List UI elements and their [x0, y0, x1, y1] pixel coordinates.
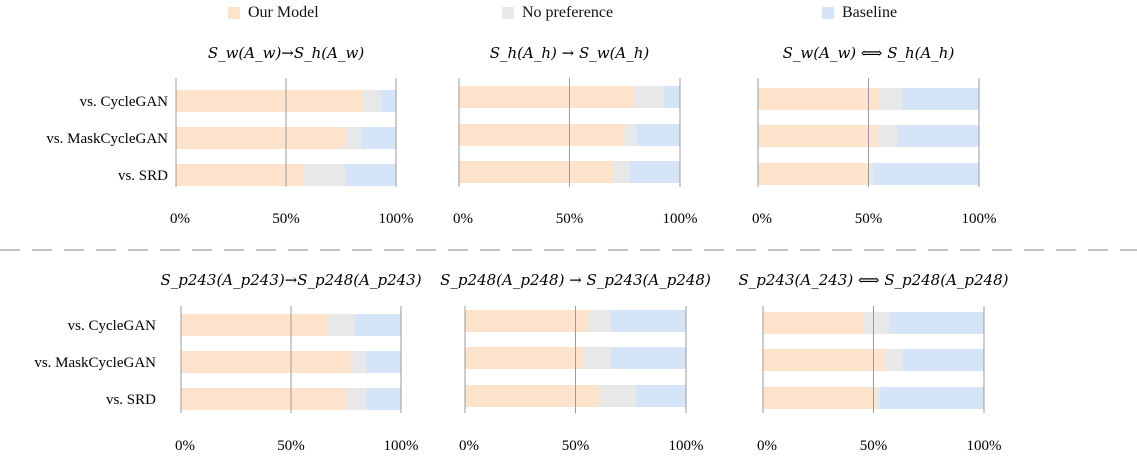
xtick-label-1-2: 50% [272, 211, 300, 227]
bar-baseline-6-1 [888, 312, 984, 334]
legend-swatch-our-model [228, 7, 240, 19]
bar-baseline-3-1 [901, 88, 979, 110]
bar-baseline-6-3 [880, 387, 984, 409]
category-label-1-3: vs. SRD [118, 168, 168, 184]
bar-ours-1-1 [176, 90, 363, 112]
bar-ours-2-2 [459, 124, 625, 146]
bar-ours-6-1 [763, 312, 865, 334]
xtick-label-2-1: 0% [453, 211, 473, 227]
bar-ours-1-2 [176, 127, 346, 149]
xtick-label-5-2: 50% [562, 438, 590, 454]
bar-ours-5-1 [465, 310, 589, 332]
legend-item-no-preference: No preference [502, 4, 613, 22]
legend-label-our-model: Our Model [248, 4, 319, 21]
bar-nopref-3-3 [868, 163, 873, 185]
xtick-label-2-3: 100% [663, 211, 698, 227]
bar-nopref-4-2 [350, 351, 366, 373]
chart-title-3: S_w(A_w) ⟺ S_h(A_h) [783, 44, 955, 62]
bar-baseline-5-3 [635, 385, 686, 407]
bar-nopref-1-3 [303, 164, 346, 186]
bar-baseline-2-1 [664, 86, 680, 108]
chart-title-1: S_w(A_w)→S_h(A_w) [208, 44, 365, 62]
bar-ours-2-1 [459, 86, 634, 108]
category-label-4-2: vs. MaskCycleGAN [34, 355, 156, 371]
category-label-1-2: vs. MaskCycleGAN [46, 131, 168, 147]
bar-nopref-1-2 [345, 127, 361, 149]
bar-nopref-2-1 [633, 86, 665, 108]
bar-ours-5-3 [465, 385, 600, 407]
bar-ours-4-3 [181, 388, 346, 410]
chart-title-2: S_h(A_h) → S_w(A_h) [490, 44, 650, 62]
bar-nopref-5-2 [584, 347, 611, 369]
bar-nopref-1-1 [363, 90, 381, 112]
xtick-label-4-1: 0% [175, 438, 195, 454]
bar-baseline-1-3 [345, 164, 396, 186]
bar-ours-6-3 [763, 387, 876, 409]
bar-nopref-2-2 [624, 124, 636, 146]
xtick-label-6-2: 50% [860, 438, 888, 454]
bar-nopref-6-3 [875, 387, 881, 409]
xtick-label-1-1: 0% [170, 211, 190, 227]
xtick-label-5-3: 100% [669, 438, 704, 454]
bar-nopref-5-3 [599, 385, 636, 407]
bar-ours-4-1 [181, 314, 329, 336]
legend-swatch-no-preference [502, 7, 514, 19]
xtick-label-4-2: 50% [277, 438, 305, 454]
bar-ours-4-2 [181, 351, 351, 373]
xtick-label-4-3: 100% [384, 438, 419, 454]
bar-ours-6-2 [763, 349, 885, 371]
bar-nopref-4-1 [328, 314, 355, 336]
xtick-label-1-3: 100% [379, 211, 414, 227]
bar-ours-5-2 [465, 347, 585, 369]
bar-baseline-1-2 [360, 127, 396, 149]
category-label-1-1: vs. CycleGAN [80, 94, 168, 110]
bar-ours-3-1 [758, 88, 880, 110]
bar-nopref-2-3 [613, 161, 630, 183]
bar-baseline-3-2 [897, 125, 979, 147]
bar-ours-2-3 [459, 161, 614, 183]
legend-label-no-preference: No preference [522, 4, 614, 21]
legend-label-baseline: Baseline [842, 4, 898, 21]
bar-baseline-4-2 [365, 351, 401, 373]
bar-baseline-2-2 [635, 124, 680, 146]
chart-title-6: S_p243(A_243) ⟺ S_p248(A_p248) [739, 271, 1009, 289]
bar-ours-1-3 [176, 164, 304, 186]
bar-nopref-4-3 [346, 388, 366, 410]
xtick-label-5-1: 0% [459, 438, 479, 454]
chart-title-4: S_p243(A_p243)→S_p248(A_p243) [160, 271, 421, 289]
bar-nopref-3-2 [877, 125, 898, 147]
bar-ours-3-3 [758, 163, 869, 185]
bar-baseline-5-2 [610, 347, 686, 369]
bar-baseline-5-1 [610, 310, 686, 332]
xtick-label-3-3: 100% [962, 211, 997, 227]
bar-nopref-6-1 [864, 312, 889, 334]
xtick-label-3-2: 50% [855, 211, 883, 227]
bar-nopref-5-1 [588, 310, 611, 332]
legend-item-our-model: Our Model [228, 4, 319, 22]
category-label-4-3: vs. SRD [106, 392, 156, 408]
bar-baseline-1-1 [380, 90, 396, 112]
bar-baseline-4-3 [365, 388, 401, 410]
bar-baseline-2-3 [629, 161, 680, 183]
chart-title-5: S_p248(A_p248) → S_p243(A_p248) [440, 271, 711, 289]
bar-nopref-6-2 [884, 349, 903, 371]
bar-baseline-6-2 [902, 349, 984, 371]
category-label-4-1: vs. CycleGAN [68, 318, 156, 334]
bar-nopref-3-1 [879, 88, 902, 110]
bar-ours-3-2 [758, 125, 878, 147]
bar-baseline-4-1 [354, 314, 401, 336]
xtick-label-6-3: 100% [967, 438, 1002, 454]
xtick-label-2-2: 50% [556, 211, 584, 227]
legend-swatch-baseline [822, 7, 834, 19]
legend-item-baseline: Baseline [822, 4, 897, 22]
xtick-label-3-1: 0% [752, 211, 772, 227]
bar-baseline-3-3 [872, 163, 979, 185]
xtick-label-6-1: 0% [757, 438, 777, 454]
